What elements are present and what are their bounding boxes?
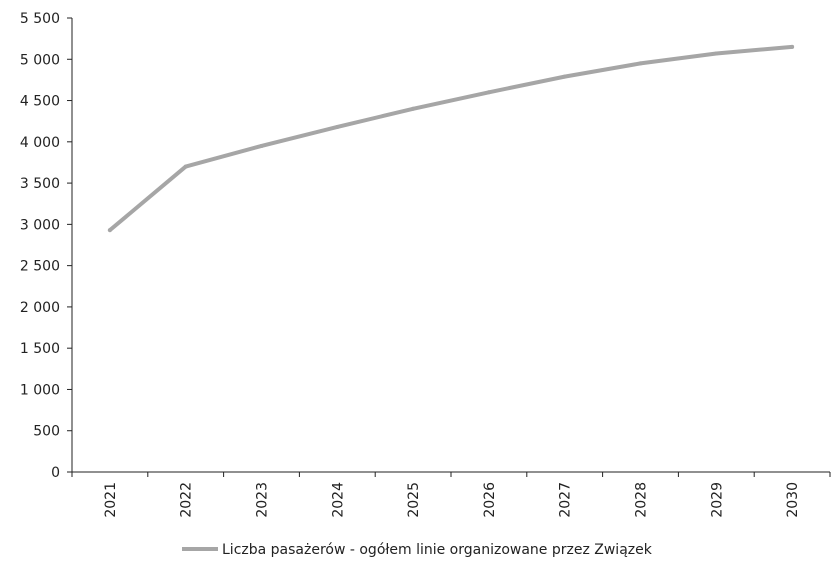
data-point — [714, 51, 719, 56]
legend: Liczba pasażerów - ogółem linie organizo… — [182, 542, 653, 558]
x-tick-label: 2024 — [330, 482, 346, 518]
y-tick-label: 2 000 — [20, 300, 60, 316]
y-tick-label: 500 — [33, 424, 60, 440]
series-group — [107, 44, 795, 233]
data-point — [638, 61, 643, 66]
data-point — [411, 106, 416, 111]
x-tick-label: 2030 — [785, 482, 801, 518]
y-tick-label: 5 500 — [20, 11, 60, 27]
data-point — [486, 90, 491, 95]
x-tick-label: 2025 — [406, 482, 422, 518]
data-point — [335, 124, 340, 129]
y-tick-label: 0 — [51, 465, 60, 481]
y-axis-ticks: 0 500 1 000 1 500 2 000 2 500 3 000 3 500 4 000 4… — [20, 11, 72, 481]
y-tick-label: 4 000 — [20, 135, 60, 151]
y-tick-label: 3 000 — [20, 217, 60, 233]
x-axis-ticks: 2021 2022 2023 2024 2025 2026 2027 2028 2029 2030 — [71, 472, 831, 518]
y-tick-label: 1 500 — [20, 341, 60, 357]
x-tick-label: 2023 — [255, 482, 271, 518]
x-tick-label: 2026 — [482, 482, 498, 518]
y-tick-label: 2 500 — [20, 259, 60, 275]
x-tick-label: 2022 — [179, 482, 195, 518]
data-point — [562, 74, 567, 79]
x-tick-label: 2021 — [103, 482, 119, 518]
data-point — [259, 143, 264, 148]
data-point — [790, 44, 795, 49]
legend-label: Liczba pasażerów - ogółem linie organizo… — [222, 542, 653, 558]
x-tick-label: 2028 — [634, 482, 650, 518]
y-tick-label: 4 500 — [20, 94, 60, 110]
data-point — [183, 164, 188, 169]
x-tick-label: 2027 — [558, 482, 574, 518]
y-tick-label: 5 000 — [20, 52, 60, 68]
x-tick-label: 2029 — [709, 482, 725, 518]
series-line — [107, 44, 795, 233]
data-point — [107, 228, 112, 233]
y-tick-label: 3 500 — [20, 176, 60, 192]
y-tick-label: 1 000 — [20, 382, 60, 398]
